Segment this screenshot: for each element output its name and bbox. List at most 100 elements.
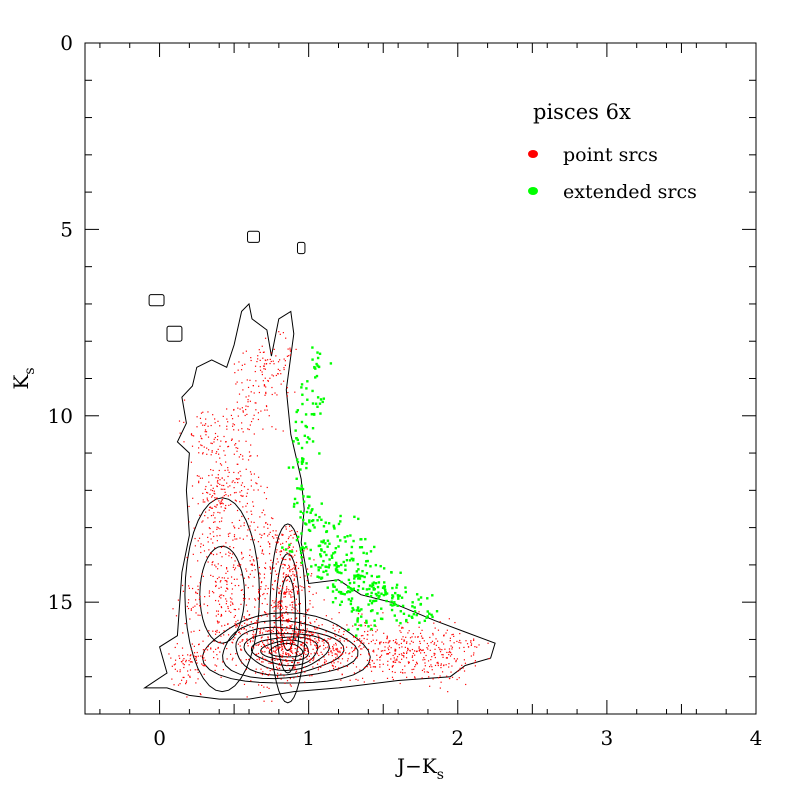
point-src-marker [246,511,248,513]
point-src-marker [210,454,212,456]
point-src-marker [202,575,204,577]
point-src-marker [233,487,235,489]
extended-src-marker [294,420,298,424]
point-src-marker [325,660,327,662]
point-src-marker [243,486,246,488]
point-src-marker [470,640,472,642]
point-src-marker [237,472,240,474]
extended-src-marker [393,614,397,617]
point-src-marker [266,409,268,411]
extended-src-marker [367,625,370,628]
point-src-marker [427,660,430,662]
point-src-marker [332,665,334,667]
point-src-marker [220,613,223,616]
point-src-marker [384,649,386,652]
point-src-marker [253,635,255,637]
point-src-marker [255,644,257,646]
point-src-marker [395,638,397,641]
point-src-marker [293,607,295,609]
extended-src-marker [364,537,367,541]
point-src-marker [189,655,191,657]
extended-src-marker [293,497,297,501]
point-src-marker [194,669,196,671]
point-src-marker [214,432,217,435]
point-src-marker [218,576,220,578]
point-src-marker [308,590,310,593]
point-src-marker [220,580,222,582]
point-src-marker [250,420,253,423]
point-src-marker [303,647,306,649]
point-src-marker [219,483,221,485]
extended-src-marker [322,525,326,528]
point-src-marker [212,469,214,472]
point-src-marker [327,641,329,644]
point-src-marker [382,642,385,644]
point-src-marker [221,499,223,501]
point-src-marker [329,648,331,650]
point-src-marker [316,651,318,653]
point-src-marker [280,637,282,639]
point-src-marker [356,639,358,641]
point-src-marker [225,610,227,612]
extended-src-marker [396,604,399,608]
point-src-marker [282,587,284,589]
extended-src-marker [315,362,318,366]
point-src-marker [191,485,194,487]
extended-src-marker [374,582,378,585]
point-src-marker [306,642,308,644]
point-src-marker [292,612,294,614]
extended-src-marker [299,551,303,555]
point-src-marker [245,629,247,631]
point-src-marker [201,573,203,575]
point-src-marker [296,610,299,612]
extended-src-marker [389,603,392,606]
point-src-marker [211,474,213,476]
point-src-marker [449,640,451,642]
point-src-marker [289,626,291,628]
extended-src-marker [425,616,428,619]
point-src-marker [407,649,409,651]
point-src-marker [295,561,298,564]
point-src-marker [247,488,249,491]
point-src-marker [289,650,291,652]
point-src-marker [235,633,237,636]
point-src-marker [290,647,292,650]
extended-src-marker [343,536,346,539]
point-src-marker [296,627,298,630]
point-src-marker [214,521,216,523]
point-src-marker [280,609,283,611]
extended-src-marker [354,623,357,626]
extended-src-marker [299,547,303,550]
point-src-marker [204,511,207,513]
point-src-marker [330,650,332,653]
extended-src-marker [381,586,385,589]
point-src-marker [284,682,286,684]
point-src-marker [186,556,188,559]
point-src-marker [188,587,191,589]
point-src-marker [233,564,235,566]
point-src-marker [290,626,292,628]
point-src-marker [360,648,362,650]
point-src-marker [419,642,421,645]
point-src-marker [267,541,269,543]
point-src-marker [262,509,265,511]
point-src-marker [214,517,216,519]
point-src-marker [318,635,320,638]
point-src-marker [263,363,266,365]
point-src-marker [437,629,440,631]
point-src-marker [363,646,365,648]
point-src-marker [188,521,190,523]
point-src-marker [224,488,226,490]
extended-src-marker [415,593,419,596]
point-src-marker [221,502,223,504]
point-src-marker [312,659,314,662]
point-src-marker [243,617,245,619]
point-src-marker [387,660,389,662]
point-src-marker [410,640,413,642]
point-src-marker [305,634,308,637]
point-src-marker [304,638,307,640]
point-src-marker [294,634,296,636]
point-src-marker [413,676,416,678]
extended-src-marker [361,574,364,578]
point-src-marker [245,668,247,671]
